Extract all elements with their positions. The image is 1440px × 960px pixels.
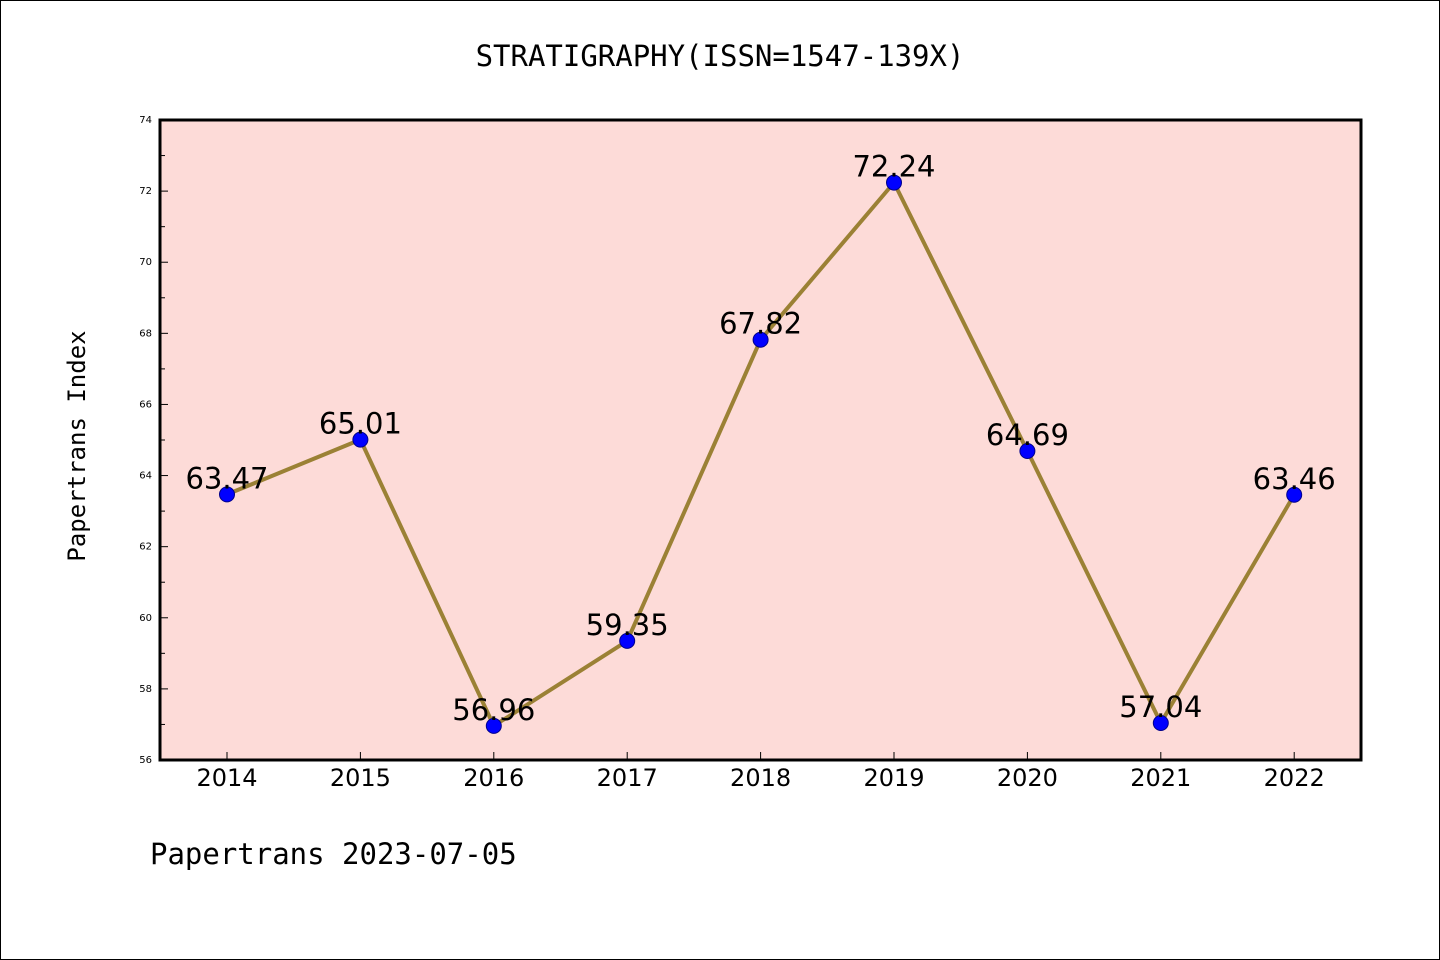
x-tick-label: 2017 <box>597 764 658 792</box>
y-tick-label: 58 <box>139 684 152 695</box>
y-tick-label: 68 <box>139 328 152 339</box>
y-tick-label: 72 <box>139 186 152 197</box>
y-tick-label: 62 <box>139 542 152 553</box>
chart-title: STRATIGRAPHY(ISSN=1547-139X) <box>476 39 965 73</box>
data-point <box>886 174 902 191</box>
data-point <box>219 486 235 503</box>
data-label: 57.04 <box>1119 690 1202 724</box>
y-tick-label: 60 <box>139 613 152 624</box>
data-label: 72.24 <box>852 150 935 184</box>
data-point <box>1286 486 1303 503</box>
data-label: 56.96 <box>452 693 535 727</box>
y-axis-label: Papertrans Index <box>63 330 91 561</box>
footer-text: Papertrans 2023-07-05 <box>150 837 517 871</box>
x-tick-label: 2021 <box>1130 764 1191 792</box>
data-label: 63.46 <box>1253 462 1336 496</box>
data-label-group: 63.47 65.01 56.96 59.35 67.82 72.24 64.69 57.04… <box>185 150 1335 727</box>
y-tick-label: 64 <box>139 471 152 482</box>
data-label: 64.69 <box>986 418 1069 452</box>
x-tick-label: 2014 <box>196 764 257 792</box>
data-label: 65.01 <box>319 407 402 441</box>
y-tick-label: 74 <box>139 115 152 126</box>
x-tick-label: 2015 <box>330 764 391 792</box>
data-point <box>352 431 369 448</box>
y-tick-label: 66 <box>139 399 152 410</box>
y-tick-label: 70 <box>139 257 152 268</box>
data-label: 59.35 <box>586 608 669 642</box>
x-axis: 2014 2015 2016 2017 2018 2019 2020 2021 2022 <box>196 752 1325 792</box>
data-point <box>485 717 502 734</box>
plot-border <box>158 118 1363 762</box>
x-tick-label: 2020 <box>997 764 1058 792</box>
y-tick-label: 56 <box>139 755 152 766</box>
x-tick-label: 2019 <box>863 764 924 792</box>
x-tick-label: 2018 <box>730 764 791 792</box>
data-point <box>619 632 636 649</box>
marker-group <box>219 174 1303 734</box>
data-point <box>1019 443 1036 460</box>
data-label: 63.47 <box>185 461 268 495</box>
data-point <box>1152 715 1169 732</box>
data-point <box>752 331 769 348</box>
x-tick-label: 2022 <box>1264 764 1325 792</box>
x-tick-label: 2016 <box>463 764 524 792</box>
data-label: 67.82 <box>719 307 802 341</box>
